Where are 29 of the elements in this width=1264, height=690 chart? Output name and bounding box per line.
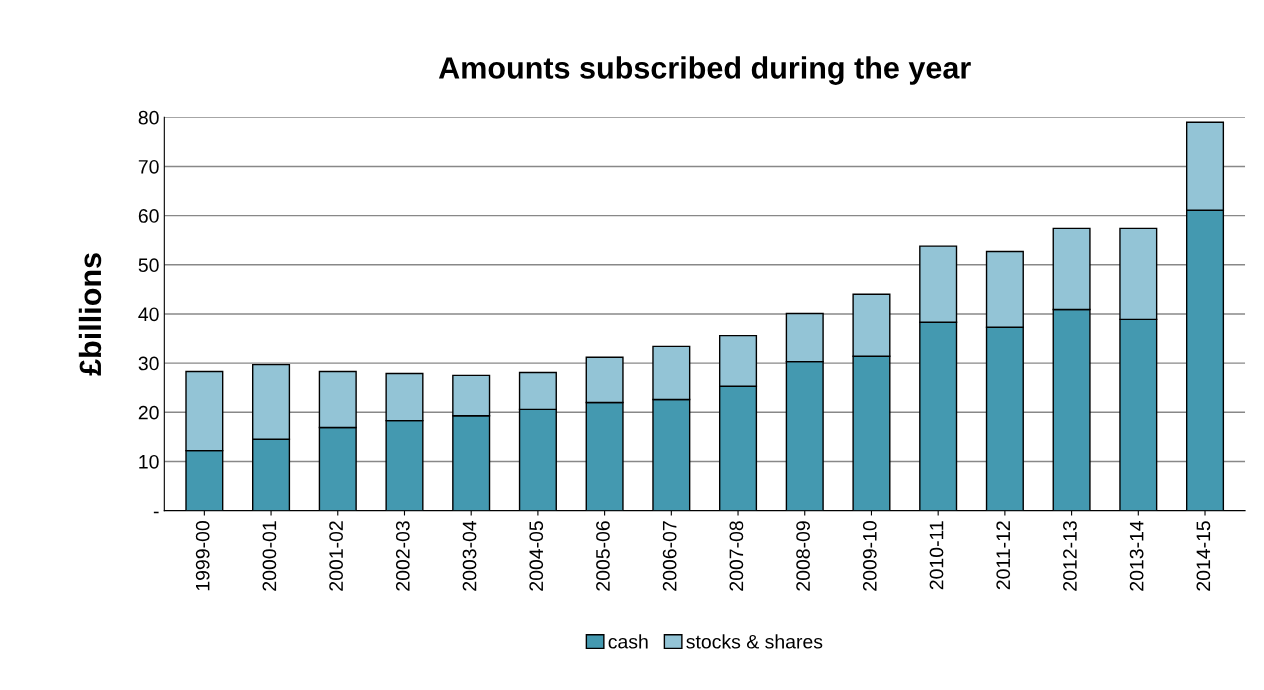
x-tick-label: 2006-07 (662, 521, 677, 591)
x-tick-label: 2005-06 (596, 521, 610, 591)
y-tick-label: 20 (138, 405, 159, 420)
x-tick-label: 2014-15 (1196, 521, 1211, 591)
x-tick-label: 2013-14 (1129, 520, 1144, 591)
x-tick-label: 2011-12 (996, 521, 1011, 590)
x-tick-label: 2001-02 (329, 521, 343, 591)
y-tick-label: 30 (138, 356, 159, 371)
y-tick-label: - (153, 511, 159, 514)
y-tick-label: 80 (138, 110, 159, 125)
legend-label: stocks & shares (686, 634, 823, 649)
y-tick-label: 50 (138, 258, 159, 273)
chart-title: Amounts subscribed during the year (438, 56, 971, 85)
x-tick-label: 2010-11 (929, 521, 944, 590)
y-tick-label: 60 (138, 209, 159, 223)
x-tick-label: 2012-13 (1063, 521, 1077, 591)
legend-label: cash (608, 634, 648, 649)
x-tick-label: 2009-10 (862, 521, 877, 591)
y-tick-label: 70 (138, 159, 159, 174)
y-tick-label: 40 (138, 307, 159, 322)
x-tick-label: 2008-09 (796, 521, 810, 591)
y-axis-title: £billions (78, 253, 102, 376)
x-tick-label: 2004-05 (529, 521, 544, 591)
y-tick-label: 10 (139, 454, 159, 469)
x-tick-label: 2002-03 (395, 521, 410, 591)
x-tick-label: 2007-08 (729, 521, 744, 591)
x-tick-label: 2003-04 (462, 520, 477, 591)
x-tick-label: 2000-01 (262, 521, 277, 591)
x-tick-label: 1999-00 (195, 521, 210, 591)
